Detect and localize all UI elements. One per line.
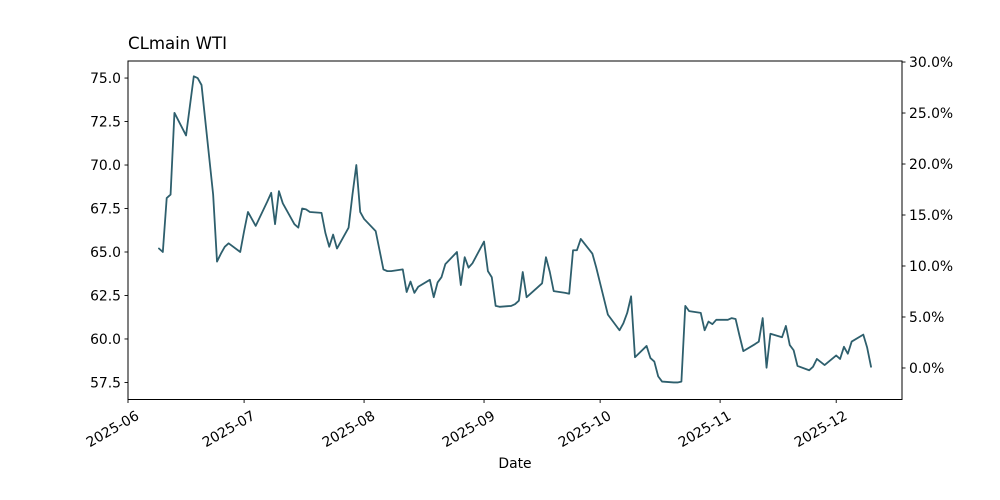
x-axis-label: Date [498, 456, 531, 472]
x-tick-label: 2025-11 [676, 408, 734, 451]
y-left-tick-label: 65.0 [90, 245, 121, 261]
y-left-tick-label: 70.0 [90, 158, 121, 174]
chart-title: CLmain WTI [128, 34, 227, 53]
x-axis: 2025-06 2025-07 2025-08 2025-09 2025-10 2025-… [84, 399, 850, 451]
y-left-tick-label: 72.5 [90, 115, 121, 131]
y-left-tick-label: 67.5 [90, 202, 121, 218]
y-axis-left: 57.5 60.0 62.5 65.0 67.5 70.0 72.5 75.0 [90, 71, 128, 391]
y-right-tick-label: 0.0% [909, 361, 944, 377]
y-left-tick-label: 75.0 [90, 71, 121, 87]
price-line [158, 75, 872, 384]
y-right-tick-label: 20.0% [909, 157, 953, 173]
y-right-tick-label: 30.0% [909, 55, 953, 71]
y-left-tick-label: 57.5 [90, 375, 121, 391]
y-right-tick-label: 25.0% [909, 106, 953, 122]
y-right-tick-label: 10.0% [909, 259, 953, 275]
x-tick-label: 2025-06 [84, 408, 142, 451]
x-tick-label: 2025-09 [440, 408, 498, 451]
x-tick-label: 2025-12 [792, 408, 850, 451]
y-left-tick-label: 62.5 [90, 288, 121, 304]
y-left-tick-label: 60.0 [90, 332, 121, 348]
x-tick-label: 2025-10 [556, 408, 614, 451]
x-tick-label: 2025-08 [320, 408, 378, 451]
x-tick-label: 2025-07 [200, 408, 258, 451]
plot-frame [127, 60, 903, 400]
y-right-tick-label: 5.0% [909, 310, 944, 326]
y-right-tick-label: 15.0% [909, 208, 953, 224]
y-axis-right: 0.0% 5.0% 10.0% 15.0% 20.0% 25.0% 30.0% [902, 55, 953, 377]
